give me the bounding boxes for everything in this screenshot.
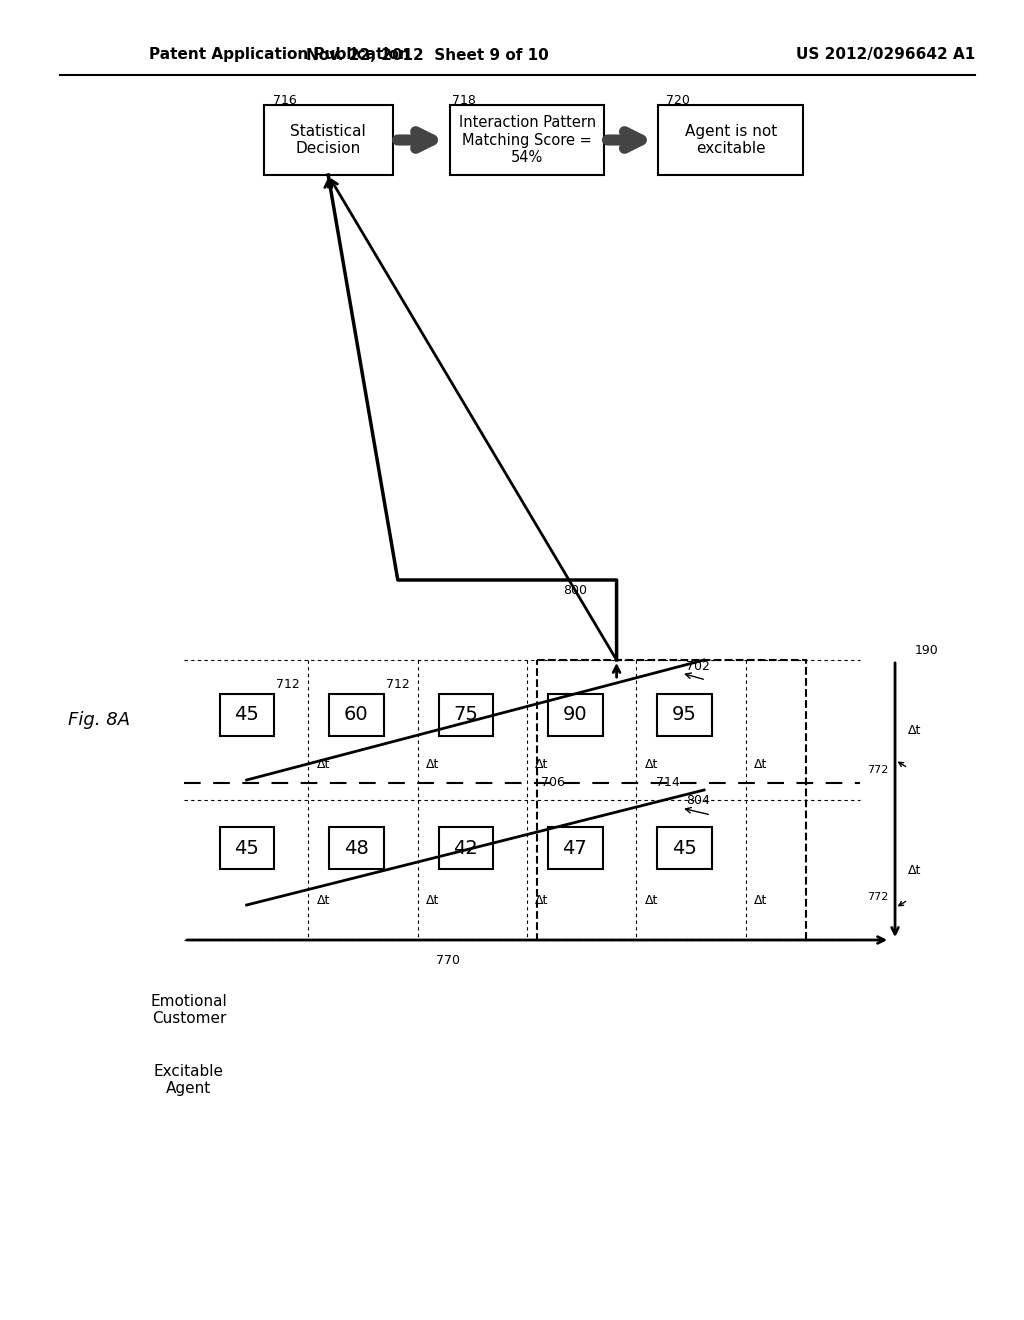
Text: 770: 770 [435,953,460,966]
Text: 90: 90 [562,705,587,725]
Text: 45: 45 [234,838,259,858]
Text: 714: 714 [656,776,680,788]
Text: Δt: Δt [908,723,922,737]
FancyBboxPatch shape [438,828,494,869]
Text: Δt: Δt [645,894,658,907]
FancyBboxPatch shape [548,828,603,869]
Text: 712: 712 [386,678,410,692]
Text: 716: 716 [273,94,297,107]
Bar [537,660,806,940]
Text: Δt: Δt [426,759,439,771]
Text: 95: 95 [672,705,696,725]
FancyBboxPatch shape [658,106,803,176]
Text: Δt: Δt [754,894,767,907]
Text: 42: 42 [453,838,478,858]
Text: Statistical
Decision: Statistical Decision [291,124,366,156]
Text: Excitable
Agent: Excitable Agent [154,1064,224,1096]
FancyBboxPatch shape [263,106,393,176]
FancyBboxPatch shape [657,828,712,869]
Text: US 2012/0296642 A1: US 2012/0296642 A1 [796,48,975,62]
Text: 772: 772 [867,892,889,902]
Text: 48: 48 [344,838,369,858]
Text: Δt: Δt [536,894,549,907]
FancyBboxPatch shape [329,828,384,869]
Text: 772: 772 [867,766,889,775]
Text: 718: 718 [453,94,476,107]
Text: Δt: Δt [754,759,767,771]
Text: Fig. 8A: Fig. 8A [69,711,130,729]
Text: Δt: Δt [908,863,922,876]
Text: 702: 702 [686,660,710,673]
Text: Δt: Δt [316,759,330,771]
Text: 706: 706 [541,776,565,789]
Text: Δt: Δt [316,894,330,907]
Text: Emotional
Customer: Emotional Customer [151,994,227,1026]
Text: 804: 804 [686,793,710,807]
FancyBboxPatch shape [548,694,603,737]
Text: 190: 190 [914,644,939,656]
Text: 720: 720 [667,94,690,107]
FancyBboxPatch shape [220,694,274,737]
FancyBboxPatch shape [438,694,494,737]
Text: 75: 75 [453,705,478,725]
FancyBboxPatch shape [220,828,274,869]
Text: Patent Application Publication: Patent Application Publication [150,48,410,62]
Text: Δt: Δt [426,894,439,907]
Text: 800: 800 [563,583,587,597]
FancyBboxPatch shape [329,694,384,737]
Text: Δt: Δt [536,759,549,771]
Text: 47: 47 [562,838,587,858]
Text: Interaction Pattern
Matching Score =
54%: Interaction Pattern Matching Score = 54% [459,115,596,165]
FancyBboxPatch shape [450,106,604,176]
FancyBboxPatch shape [657,694,712,737]
Text: 45: 45 [672,838,696,858]
Text: 712: 712 [276,678,300,692]
Text: 60: 60 [344,705,369,725]
Text: 45: 45 [234,705,259,725]
Text: Nov. 22, 2012  Sheet 9 of 10: Nov. 22, 2012 Sheet 9 of 10 [306,48,549,62]
Text: Δt: Δt [645,759,658,771]
Text: Agent is not
excitable: Agent is not excitable [685,124,777,156]
